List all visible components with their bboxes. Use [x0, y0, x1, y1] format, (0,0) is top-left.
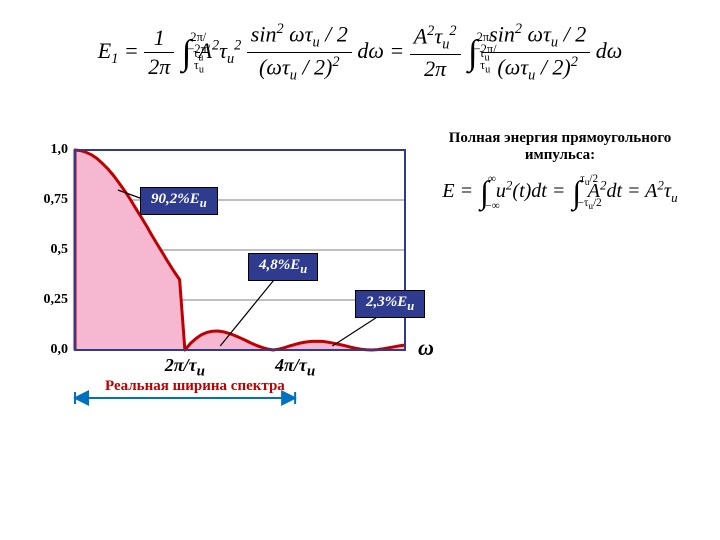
omega-axis-label: ω — [418, 335, 434, 361]
lobe-label: 90,2%Eu — [140, 187, 218, 215]
ytick-label: 1,0 — [28, 142, 68, 158]
ytick-label: 0,25 — [28, 292, 68, 308]
xtick-label: 4π/τu — [275, 355, 315, 381]
sinc-chart: 0,00,250,50,751,02π/τu4π/τuω90,2%Eu4,8%E… — [20, 140, 420, 400]
energy-block: Полная энергия прямоугольного импульса: … — [420, 130, 700, 211]
energy-caption: Полная энергия прямоугольного импульса: — [420, 130, 700, 164]
real-width-label: Реальная ширина спектра — [105, 378, 285, 395]
ytick-label: 0,0 — [28, 342, 68, 358]
lobe-label: 4,8%Eu — [248, 253, 318, 281]
energy-formula: E = ∫∞−∞ u2(t)dt = ∫τu/2−τu/2 A2dt = A2τ… — [420, 174, 700, 211]
lobe-label: 2,3%Eu — [355, 290, 425, 318]
xtick-label: 2π/τu — [165, 355, 205, 381]
ytick-label: 0,75 — [28, 192, 68, 208]
ytick-label: 0,5 — [28, 242, 68, 258]
formula-top: E1 = 12π ∫2π/τu−2π/τu A2τu2 sin2 ωτu / 2… — [80, 20, 640, 86]
